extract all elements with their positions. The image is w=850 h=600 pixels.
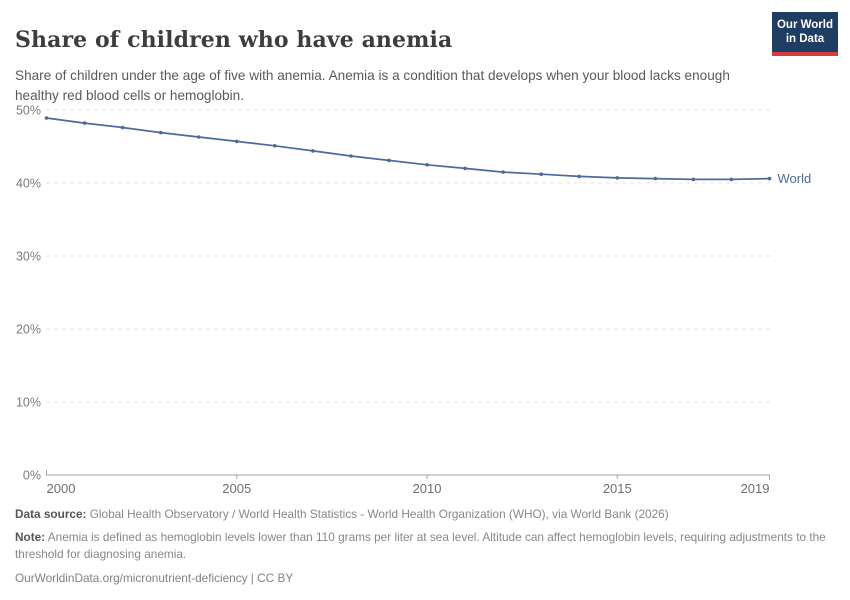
x-axis-label-2015: 2015 [603,481,632,496]
owid-logo-line2: in Data [785,33,825,46]
entity-label-world[interactable]: World [778,171,812,186]
data-point-2018[interactable] [729,177,734,182]
x-axis-label-2019: 2019 [741,481,770,496]
note-label: Note: [15,530,46,545]
data-point-2016[interactable] [653,176,658,181]
data-source-line: Data source: Global Health Observatory /… [15,506,827,522]
chart-subtitle: Share of children under the age of five … [15,67,730,103]
y-axis-label-10: 10% [16,396,41,410]
data-point-2017[interactable] [691,177,696,182]
owid-logo-line1: Our World [776,19,833,31]
data-point-2013[interactable] [539,172,543,176]
data-point-2008[interactable] [349,154,353,158]
data-point-2006[interactable] [273,144,277,148]
x-axis-label-2010: 2010 [413,481,442,496]
owid-logo[interactable]: Our World in Data [772,12,838,56]
data-point-2010[interactable] [425,163,429,167]
y-axis-label-0: 0% [23,469,41,483]
y-axis-label-20: 20% [16,323,41,337]
note-line: Note: Anemia is defined as hemoglobin le… [15,529,827,562]
series-line-world[interactable] [45,117,771,181]
page-title: Share of children who have anemia [15,26,453,53]
data-point-2009[interactable] [387,158,391,163]
x-axis-label-2000: 2000 [47,481,76,496]
data-point-2002[interactable] [120,125,125,130]
x-axis-line [46,470,770,480]
data-point-2001[interactable] [82,121,87,125]
data-point-2014[interactable] [577,174,581,179]
data-point-2019[interactable] [767,176,772,181]
data-point-2005[interactable] [235,139,239,144]
data-source-text: Global Health Observatory / World Health… [86,507,669,521]
chart-footer: Data source: Global Health Observatory /… [15,506,827,586]
data-point-2000[interactable] [44,116,49,120]
data-point-2003[interactable] [158,130,163,135]
data-point-2007[interactable] [311,149,315,153]
note-text: Anemia is defined as hemoglobin levels l… [15,530,826,561]
line-chart: 0% 10% 20% 30% 40% 50% 2000 2005 2010 2015 2019 Wor… [16,104,812,497]
data-point-2012[interactable] [501,170,505,174]
x-axis-label-2005: 2005 [222,481,251,496]
y-axis-label-40: 40% [16,177,41,191]
data-source-label: Data source: [15,507,87,521]
y-axis-label-50: 50% [16,104,41,118]
canonical-url[interactable]: OurWorldinData.org/micronutrient-deficie… [15,570,294,585]
data-point-2004[interactable] [196,135,201,139]
data-point-2015[interactable] [615,176,620,180]
y-axis-label-30: 30% [16,250,41,264]
data-point-2011[interactable] [463,166,467,171]
